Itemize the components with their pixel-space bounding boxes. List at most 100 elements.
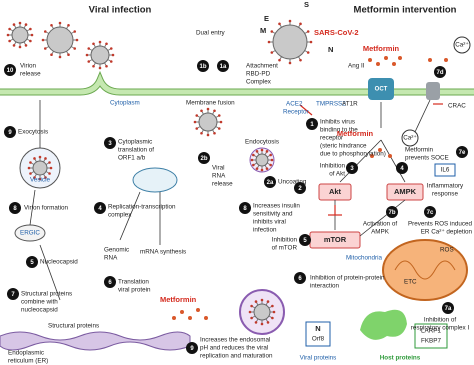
label: Uncoating	[278, 179, 307, 186]
label: E	[264, 14, 269, 23]
label: receptor	[320, 135, 343, 142]
label: Ca²⁺	[455, 42, 468, 49]
virus-spike-tip	[252, 163, 255, 167]
label: SARS-CoV-2	[314, 28, 359, 37]
step-number: 8	[13, 206, 17, 212]
label: Inhibition	[320, 163, 346, 170]
step-badge	[217, 60, 229, 72]
virus-spike-tip	[105, 64, 108, 68]
arrow	[339, 139, 382, 183]
virus-spike-tip	[109, 60, 113, 63]
virus-spike-tip	[38, 177, 42, 181]
virus-spike-tip	[33, 176, 36, 179]
virus-spike-tip	[213, 109, 216, 113]
label: mRNA synthesis	[140, 249, 186, 256]
virus-spike-tip	[219, 120, 223, 124]
metformin-molecule	[376, 62, 380, 66]
label: ERGIC	[20, 230, 40, 237]
virus-spike-tip	[29, 172, 32, 175]
virus	[11, 26, 29, 44]
step-number: 7b	[388, 210, 395, 216]
metformin-molecule	[368, 58, 372, 62]
label: N	[315, 324, 320, 333]
label: Virion	[20, 63, 36, 70]
step-badge	[456, 146, 468, 158]
metformin-molecule	[172, 316, 176, 320]
virus-spike-tip	[18, 45, 22, 49]
virus-spike-tip	[48, 161, 51, 164]
step-badge	[346, 162, 358, 174]
virus-spike-tip	[58, 21, 62, 25]
virus-spike-tip	[269, 153, 272, 157]
virus-spike-tip	[206, 133, 210, 137]
step-number: 2	[298, 186, 302, 192]
virus	[32, 160, 48, 176]
label: Ca²⁺	[403, 135, 416, 142]
step-badge	[434, 66, 446, 78]
label: Viral	[212, 165, 224, 172]
virus-spike-tip	[269, 163, 272, 167]
step-badge	[294, 272, 306, 284]
step-number: 2a	[267, 180, 274, 186]
label: Complex	[246, 79, 272, 86]
label: Increases the endosomal	[200, 337, 270, 344]
header-right: Metformin intervention	[354, 5, 457, 16]
virus-spike-tip	[18, 21, 22, 25]
virus-spike-tip	[50, 53, 53, 57]
virus-spike-tip	[105, 42, 108, 46]
label: replication and maturation	[200, 353, 273, 360]
virus-spike-tip	[306, 30, 310, 33]
virus-spike-tip	[85, 53, 89, 57]
step-number: 10	[7, 68, 14, 74]
label: ORF1 a/b	[118, 155, 146, 162]
arrow	[119, 191, 141, 241]
virus-spike-tip	[195, 127, 199, 130]
step-number: 2b	[200, 156, 207, 162]
step-badge	[7, 288, 19, 300]
arrow	[29, 189, 36, 226]
calcium-ion	[401, 129, 419, 147]
step-number: 8	[243, 206, 247, 212]
label: Exocytosis	[18, 129, 48, 136]
arrow	[359, 199, 406, 237]
step-badge	[239, 202, 251, 214]
step-number: 4	[400, 166, 404, 172]
virus-spike-tip	[38, 155, 42, 159]
metformin-molecule	[204, 316, 208, 320]
step-number: 7d	[436, 70, 443, 76]
virus-spike-tip	[255, 150, 259, 153]
label: nucleocapsid	[21, 307, 58, 314]
label: Endocytosis	[245, 139, 279, 146]
label: Endoplasmic	[8, 350, 44, 357]
virus-spike-tip	[50, 23, 53, 27]
virus-spike-tip	[8, 27, 11, 31]
metformin-molecule	[188, 316, 192, 320]
metformin-molecule	[180, 310, 184, 314]
step-badge	[198, 152, 210, 164]
step-number: 7e	[459, 150, 466, 156]
virus-spike-tip	[24, 23, 28, 26]
virus-spike-tip	[266, 321, 270, 324]
virus-spike-tip	[200, 109, 203, 113]
virus-spike-tip	[67, 23, 70, 27]
virus-spike-tip	[29, 161, 32, 164]
virus-spike-tip	[49, 166, 53, 170]
label: FKBP7	[421, 338, 441, 345]
step-number: 7c	[427, 210, 434, 216]
virus-spike-tip	[27, 166, 31, 170]
virus-spike-tip	[206, 107, 210, 111]
host-protein-shape	[360, 309, 407, 340]
label: Receptor	[283, 109, 309, 116]
step-badge	[299, 234, 311, 246]
step-number: 6	[298, 276, 302, 282]
label: due to phosphorylation)	[320, 151, 386, 158]
step-badge	[186, 342, 198, 354]
virus-spike-tip	[98, 40, 102, 44]
step-number: 1	[310, 122, 314, 128]
virus-spike-tip	[260, 322, 264, 326]
step-number: 9	[8, 130, 12, 136]
label: Inhibition of	[424, 317, 456, 324]
label: S	[304, 0, 309, 9]
